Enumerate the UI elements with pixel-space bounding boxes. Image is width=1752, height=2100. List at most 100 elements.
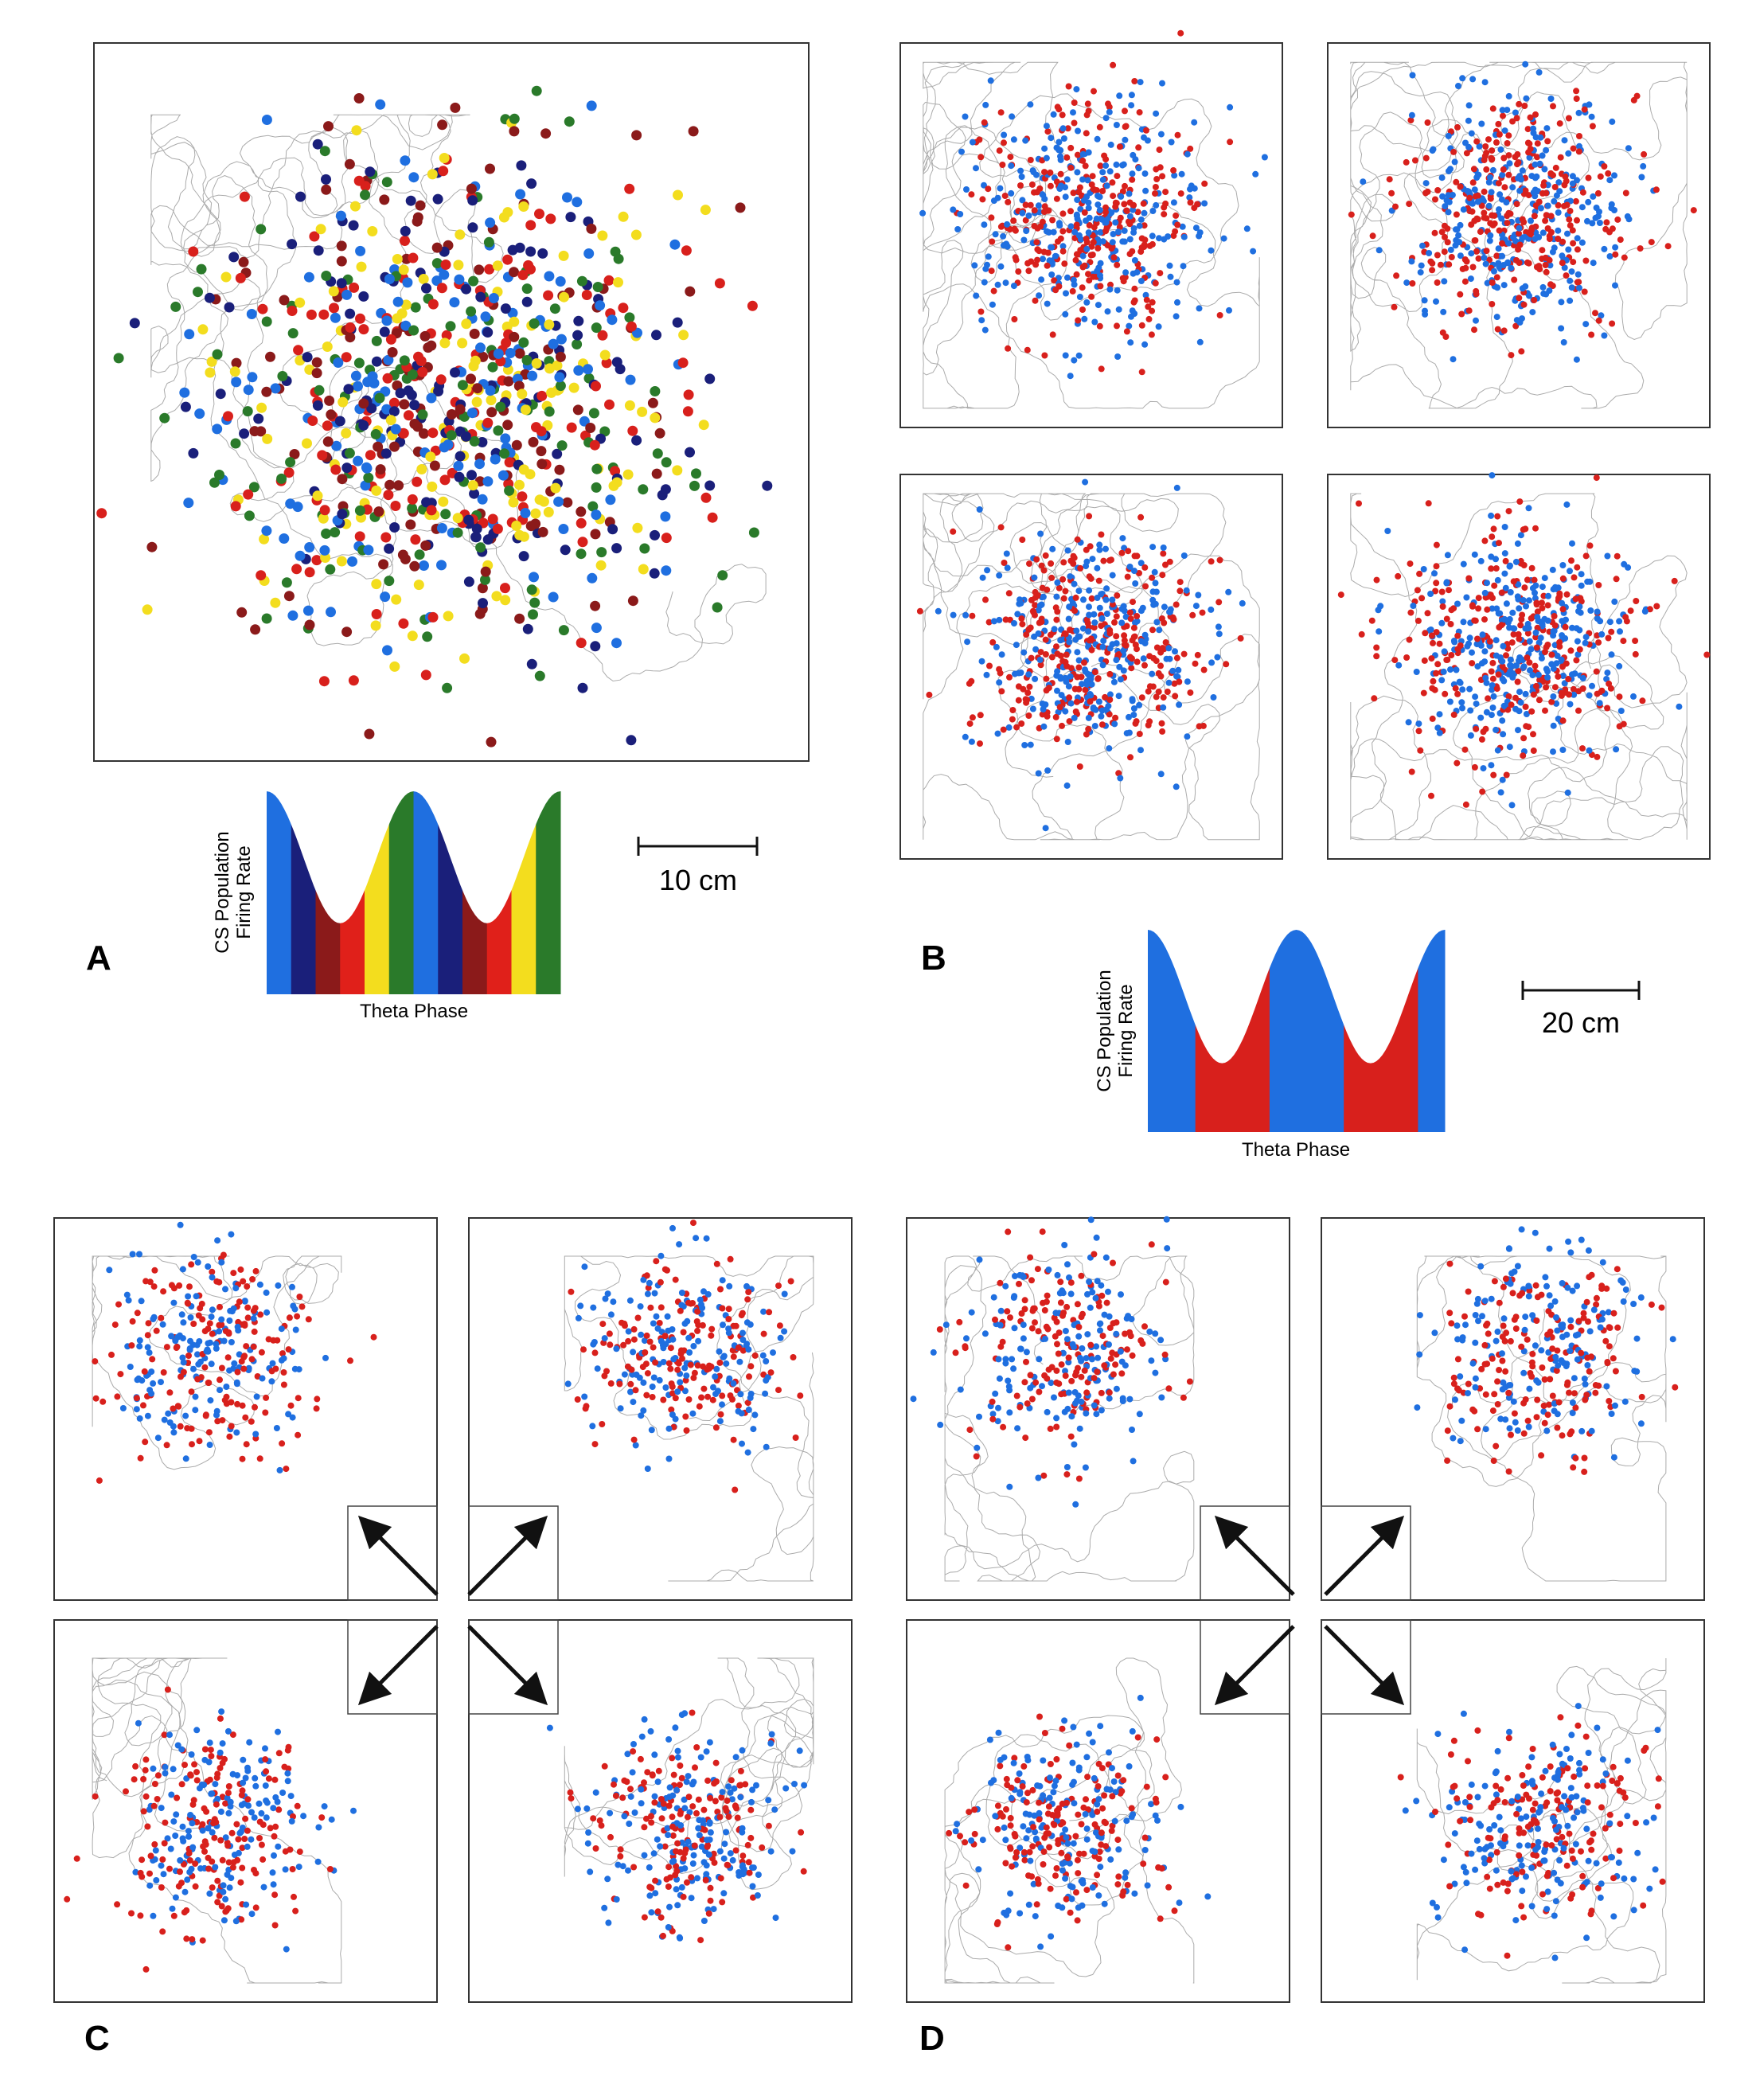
spike-dot <box>732 1754 739 1761</box>
spike-dot <box>1098 615 1106 622</box>
spike-dot <box>1541 575 1548 582</box>
spike-dot <box>1066 718 1073 725</box>
spike-dot <box>170 1405 177 1412</box>
spike-dot <box>1136 570 1142 576</box>
spike-dot <box>1539 599 1545 607</box>
spike-dot <box>1526 597 1532 604</box>
spike-dot <box>270 1881 277 1888</box>
spike-dot <box>337 474 348 485</box>
spike-dot <box>1075 664 1083 671</box>
spike-dot <box>1493 556 1499 563</box>
spike-dot <box>1424 119 1431 126</box>
spike-dot <box>1550 722 1557 729</box>
spike-dot <box>1493 139 1500 146</box>
spike-dot <box>591 1339 598 1345</box>
spike-dot <box>1625 145 1632 152</box>
spike-dot <box>1553 192 1560 199</box>
spike-dot <box>646 1883 654 1891</box>
spike-dot <box>1461 746 1469 753</box>
spike-dot <box>1196 305 1203 312</box>
spike-dot <box>1516 319 1524 326</box>
spike-dot <box>1187 689 1194 697</box>
spike-dot <box>1063 154 1071 161</box>
trajectory <box>564 1657 814 1891</box>
spike-dot <box>666 1903 673 1911</box>
spike-dot <box>205 1263 212 1270</box>
spike-dot <box>1063 678 1070 685</box>
spike-dot <box>1068 1377 1075 1384</box>
spike-dot <box>1481 648 1489 655</box>
spike-dot <box>164 1835 171 1842</box>
spike-dot <box>500 303 511 314</box>
spike-dot <box>529 572 539 583</box>
spike-dot <box>1517 176 1524 183</box>
spike-dot <box>129 318 140 329</box>
spike-dot <box>1094 135 1101 142</box>
spike-dot <box>1453 178 1460 185</box>
spike-dot <box>275 1806 283 1813</box>
spike-dot <box>281 577 292 588</box>
spike-dot <box>1053 736 1060 743</box>
spike-dot <box>1149 544 1157 551</box>
spike-dot <box>1508 701 1515 708</box>
spike-dot <box>1500 731 1507 738</box>
spike-dot <box>1571 574 1578 581</box>
spike-dot <box>199 1937 206 1944</box>
spike-dot <box>272 1794 279 1801</box>
spike-dot <box>431 275 443 287</box>
spike-dot <box>1474 635 1481 642</box>
spike-dot <box>1005 198 1012 205</box>
spike-dot <box>151 1856 158 1863</box>
spike-dot <box>337 509 348 520</box>
spike-dot <box>270 1337 277 1344</box>
spike-dot <box>200 1843 207 1850</box>
spike-dot <box>973 165 979 172</box>
spike-dot <box>1391 657 1399 664</box>
spike-dot <box>1102 156 1110 163</box>
spike-dot <box>1443 197 1450 204</box>
spike-dot <box>1489 279 1496 286</box>
spike-dot <box>1060 135 1067 142</box>
spike-dot <box>1471 763 1478 771</box>
spike-dot <box>119 1405 127 1411</box>
spike-dot <box>1433 541 1440 548</box>
spike-dot <box>1005 1228 1012 1235</box>
spike-dot <box>1054 668 1061 675</box>
spike-dot <box>502 207 513 218</box>
spike-dot <box>725 1306 732 1313</box>
spike-dot <box>611 543 622 554</box>
spike-dot <box>704 1837 710 1844</box>
spike-dot <box>1162 1278 1169 1286</box>
spike-dot <box>243 384 254 396</box>
spike-dot <box>384 274 395 284</box>
spike-dot <box>1631 1368 1638 1375</box>
spike-dot <box>698 1394 705 1401</box>
spike-dot <box>1043 1323 1050 1330</box>
spike-dot <box>1173 313 1180 320</box>
spike-dot <box>1113 613 1120 620</box>
spike-dot <box>1507 589 1514 595</box>
spike-dot <box>1124 573 1131 580</box>
spike-dot <box>165 1410 172 1417</box>
spike-dot <box>1431 229 1438 236</box>
spike-dot <box>1110 231 1117 237</box>
spike-dot <box>1174 131 1181 139</box>
spike-dot <box>997 1307 1005 1314</box>
spike-dot <box>170 1766 177 1773</box>
spike-dot <box>296 1848 303 1856</box>
spike-dot <box>1102 162 1110 170</box>
spike-dot <box>472 383 483 394</box>
spike-dot <box>1053 1379 1060 1386</box>
spike-dot <box>641 1779 647 1786</box>
spike-dot <box>759 1352 767 1359</box>
spike-dot <box>1494 747 1501 754</box>
spike-dot <box>1075 657 1083 664</box>
spike-dot <box>622 469 634 480</box>
spike-dot <box>976 1256 983 1263</box>
spike-dot <box>514 242 525 253</box>
spike-dot <box>1406 201 1413 208</box>
spike-dot <box>706 1819 713 1826</box>
spike-dot <box>1140 655 1147 662</box>
spike-dot <box>1535 639 1543 646</box>
spike-dot <box>1621 560 1628 568</box>
